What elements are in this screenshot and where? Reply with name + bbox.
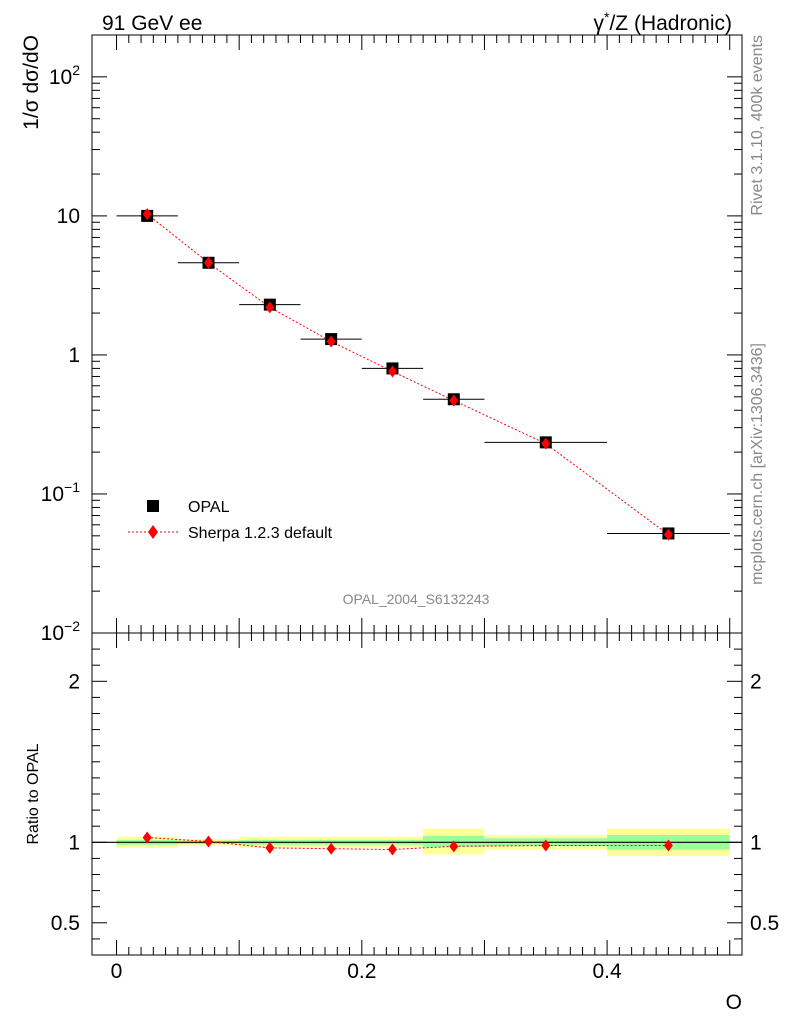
right-title: γ*/Z (Hadronic) [594, 9, 732, 35]
legend-opal-label: OPAL [188, 499, 230, 516]
ratio-frame [91, 632, 743, 956]
main-y-tick-label-exp: −1 [64, 479, 80, 495]
ratio-sherpa-point [142, 831, 152, 844]
main-y-tick-label-base: 10 [49, 66, 72, 89]
right-title-star: * [604, 9, 610, 25]
ratio-tick-labels: 0.5 0.5 1 1 2 2 0 0.2 0.4 [51, 670, 779, 983]
ratio-y-tick-label-right: 1 [750, 831, 762, 854]
ratio-panel: 0.5 0.5 1 1 2 2 0 0.2 0.4 Ratio to OPAL O [25, 632, 779, 1014]
sherpa-point [204, 256, 214, 269]
main-y-axis-label: 1/σ dσ/dO [20, 35, 43, 130]
x-tick-label: 0.4 [592, 960, 622, 983]
main-frame [91, 34, 743, 634]
ratio-y-tick-label-right: 0.5 [750, 912, 779, 935]
main-y-tick-label-base: 1 [68, 344, 80, 367]
mcplots-label: mcplots.cern.ch [arXiv:1306.3436] [749, 343, 766, 585]
left-title: 91 GeV ee [102, 12, 202, 35]
legend-sherpa-marker [148, 525, 158, 539]
legend-sherpa-label: Sherpa 1.2.3 default [188, 525, 333, 542]
main-y-tick-label-base: 10 [57, 205, 80, 228]
sherpa-point [265, 301, 275, 314]
main-y-tick-label-base: 10 [41, 622, 64, 645]
analysis-id: OPAL_2004_S6132243 [343, 591, 490, 607]
ratio-y-tick-label: 0.5 [51, 912, 80, 935]
legend-opal-marker [147, 500, 159, 512]
sherpa-point [142, 208, 152, 221]
legend: OPAL Sherpa 1.2.3 default [128, 499, 333, 542]
main-y-tick-label-exp: −2 [64, 618, 80, 634]
rivet-label: Rivet 3.1.10, 400k events [749, 35, 766, 216]
ratio-sherpa-point [326, 842, 336, 855]
main-axis-ticks [92, 34, 742, 634]
main-y-tick-label: 10−1 [41, 479, 81, 506]
main-y-tick-label: 10 [57, 205, 80, 228]
right-title-gamma: γ [594, 12, 605, 35]
x-tick-label: 0.2 [347, 960, 376, 983]
sherpa-line [146, 213, 669, 536]
ratio-sherpa-point [449, 840, 459, 853]
sherpa-point [449, 394, 459, 407]
ratio-y-tick-label: 1 [68, 831, 80, 854]
main-y-tick-label-exp: 2 [72, 62, 80, 78]
ratio-sherpa-point [387, 843, 397, 856]
main-y-tick-label: 1 [68, 344, 80, 367]
ratio-y-axis-label: Ratio to OPAL [25, 743, 42, 844]
main-y-tick-label-base: 10 [41, 483, 64, 506]
ratio-sherpa-point [663, 839, 673, 852]
main-series [116, 208, 730, 541]
ratio-sherpa-point [265, 841, 275, 854]
right-title-rest: /Z (Hadronic) [609, 12, 732, 35]
main-y-tick-label: 10−2 [41, 618, 81, 645]
ratio-axis-ticks [92, 632, 742, 956]
ratio-y-tick-label-right: 2 [750, 670, 762, 693]
ratio-sherpa-point [204, 835, 214, 848]
sherpa-point [326, 335, 336, 348]
ratio-sherpa-point [541, 839, 551, 852]
sherpa-point [663, 528, 673, 541]
ratio-y-tick-label: 2 [68, 670, 80, 693]
x-axis-label: O [726, 991, 742, 1014]
ratio-series [142, 831, 673, 856]
main-y-tick-label: 102 [49, 62, 80, 89]
x-tick-label: 0 [111, 960, 123, 983]
sherpa-point [541, 437, 551, 450]
sherpa-point [387, 365, 397, 378]
